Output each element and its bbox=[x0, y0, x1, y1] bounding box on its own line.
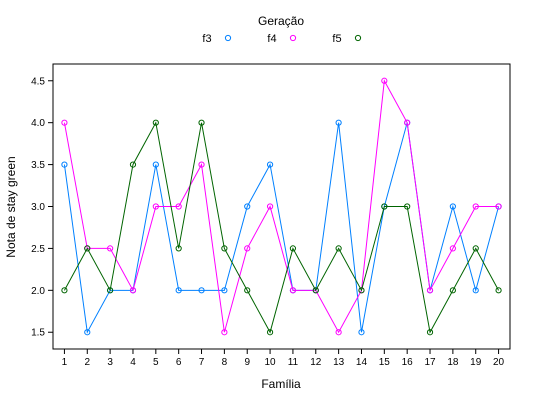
data-point-f4 bbox=[335, 329, 342, 336]
data-point-f3 bbox=[244, 203, 251, 210]
data-point-f4 bbox=[266, 203, 274, 210]
data-point-f4 bbox=[129, 287, 137, 294]
x-tick-label: 16 bbox=[402, 357, 414, 368]
series-layer bbox=[61, 77, 502, 336]
data-point-f4 bbox=[107, 245, 114, 252]
series-line-f3 bbox=[63, 122, 500, 334]
data-point-f5 bbox=[107, 287, 114, 294]
data-point-f3 bbox=[358, 329, 365, 336]
data-point-f5 bbox=[61, 287, 68, 294]
data-point-f5 bbox=[129, 161, 137, 168]
x-tick-label: 11 bbox=[288, 357, 299, 368]
x-tick-label: 10 bbox=[265, 357, 277, 368]
legend-label-f3: f3 bbox=[202, 33, 211, 45]
x-tick-label: 5 bbox=[153, 357, 159, 368]
x-tick-label: 6 bbox=[176, 357, 182, 368]
data-point-f4 bbox=[289, 287, 297, 294]
data-point-f3 bbox=[221, 287, 228, 294]
series-f3 bbox=[61, 119, 502, 336]
y-tick-label: 1.5 bbox=[31, 328, 45, 339]
data-point-f3 bbox=[61, 161, 68, 168]
data-point-f5 bbox=[221, 245, 228, 252]
legend: Geração f3 f4 f5 bbox=[202, 14, 362, 45]
data-point-f3 bbox=[152, 161, 159, 168]
x-tick-label: 7 bbox=[199, 357, 205, 368]
data-point-f4 bbox=[381, 77, 388, 84]
series-f4 bbox=[61, 77, 502, 336]
data-point-f4 bbox=[472, 203, 479, 210]
x-tick-label: 3 bbox=[107, 357, 113, 368]
y-tick-label: 4.5 bbox=[31, 76, 45, 87]
data-point-f3 bbox=[449, 203, 456, 210]
x-axis: 1 2 3 4 5 6 7 8 9 10 11 12 13 14 15 16 17 18 19 20 bbox=[62, 349, 505, 368]
y-tick-label: 4.0 bbox=[31, 118, 45, 129]
y-axis: 1.5 2.0 2.5 3.0 3.5 4.0 4.5 bbox=[31, 76, 53, 339]
data-point-f3 bbox=[266, 161, 274, 168]
legend-marker-f4 bbox=[289, 34, 297, 42]
legend-label-f4: f4 bbox=[267, 33, 276, 45]
plot-panel bbox=[52, 63, 511, 350]
data-point-f3 bbox=[472, 287, 479, 294]
series-line-f5 bbox=[63, 121, 500, 334]
x-tick-label: 2 bbox=[84, 357, 90, 368]
data-point-f5 bbox=[358, 287, 365, 294]
x-tick-label: 17 bbox=[424, 357, 436, 368]
x-tick-label: 9 bbox=[244, 357, 250, 368]
data-point-f3 bbox=[198, 287, 205, 294]
legend-marker-f5 bbox=[354, 34, 362, 42]
series-f5 bbox=[61, 119, 502, 336]
data-point-f3 bbox=[175, 287, 182, 294]
y-tick-label: 2.0 bbox=[31, 286, 45, 297]
x-tick-label: 14 bbox=[356, 357, 368, 368]
x-axis-label: Família bbox=[261, 377, 301, 391]
data-point-f5 bbox=[335, 245, 342, 252]
data-point-f5 bbox=[84, 245, 91, 252]
data-point-f4 bbox=[221, 329, 228, 336]
y-tick-label: 2.5 bbox=[31, 244, 45, 255]
x-tick-label: 12 bbox=[310, 357, 322, 368]
data-point-f5 bbox=[404, 203, 411, 210]
data-point-f4 bbox=[175, 203, 182, 210]
x-tick-label: 19 bbox=[470, 357, 482, 368]
data-point-f4 bbox=[495, 203, 502, 210]
x-tick-label: 15 bbox=[379, 357, 391, 368]
data-point-f4 bbox=[449, 245, 456, 252]
data-point-f5 bbox=[152, 119, 159, 126]
data-point-f5 bbox=[198, 119, 205, 126]
legend-title: Geração bbox=[258, 14, 304, 28]
data-point-f4 bbox=[404, 119, 411, 126]
data-point-f4 bbox=[152, 203, 159, 210]
y-axis-label: Nota de stay green bbox=[4, 156, 18, 257]
data-point-f5 bbox=[312, 287, 319, 294]
data-point-f3 bbox=[335, 119, 342, 126]
y-tick-label: 3.0 bbox=[31, 202, 45, 213]
data-point-f4 bbox=[198, 161, 205, 168]
data-point-f5 bbox=[449, 287, 456, 294]
x-tick-label: 8 bbox=[222, 357, 228, 368]
x-tick-label: 20 bbox=[493, 357, 505, 368]
data-point-f4 bbox=[61, 119, 68, 126]
x-tick-label: 4 bbox=[130, 357, 136, 368]
data-point-f5 bbox=[381, 203, 388, 210]
y-tick-label: 3.5 bbox=[31, 160, 45, 171]
x-tick-label: 13 bbox=[333, 357, 345, 368]
data-point-f4 bbox=[426, 287, 434, 294]
data-point-f3 bbox=[84, 329, 91, 336]
x-tick-label: 1 bbox=[62, 357, 68, 368]
data-point-f4 bbox=[244, 245, 251, 252]
data-point-f5 bbox=[472, 245, 479, 252]
data-point-f5 bbox=[244, 287, 251, 294]
legend-marker-f3 bbox=[224, 34, 232, 42]
data-point-f5 bbox=[266, 329, 274, 336]
legend-label-f5: f5 bbox=[332, 33, 341, 45]
data-point-f5 bbox=[289, 245, 297, 252]
data-point-f5 bbox=[495, 287, 502, 294]
data-point-f5 bbox=[426, 329, 434, 336]
data-point-f5 bbox=[175, 245, 182, 252]
series-line-f4 bbox=[63, 79, 499, 334]
x-tick-label: 18 bbox=[447, 357, 459, 368]
